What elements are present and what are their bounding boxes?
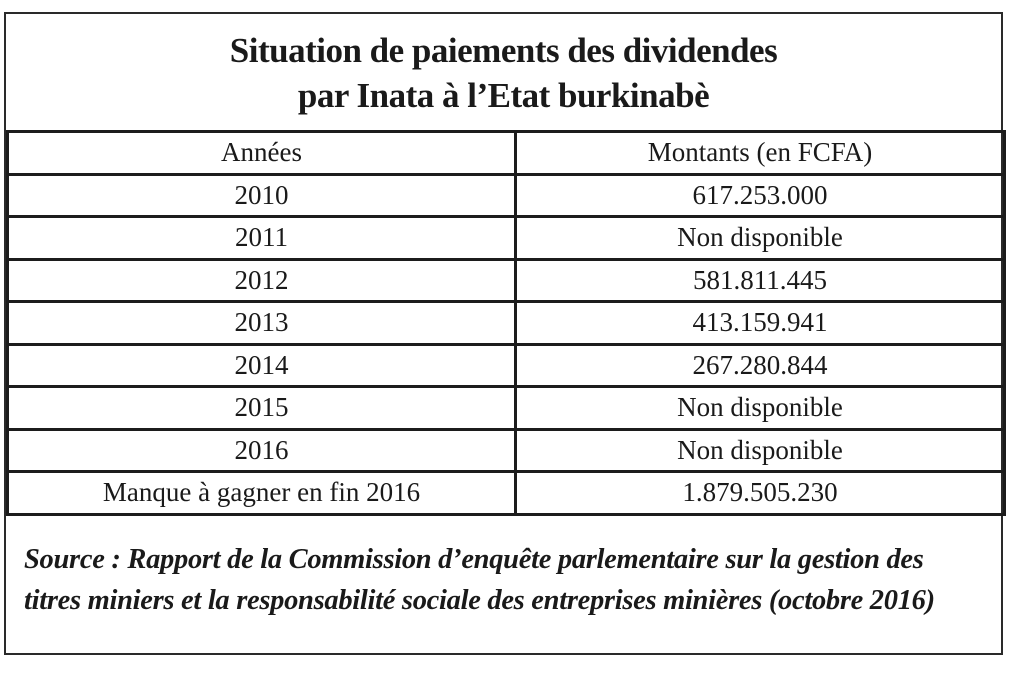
cell-montant: 267.280.844 — [514, 342, 1006, 388]
table-header-row: Années Montants (en FCFA) — [6, 130, 1006, 176]
cell-annee: 2015 — [6, 385, 517, 431]
source-note: Source : Rapport de la Commission d’enqu… — [24, 543, 935, 616]
cell-montant: Non disponible — [514, 427, 1006, 473]
cell-montant: 617.253.000 — [514, 172, 1006, 218]
table-row: 2012 581.811.445 — [6, 257, 1006, 303]
cell-annee: 2014 — [6, 342, 517, 388]
cell-annee: 2010 — [6, 172, 517, 218]
cell-annee: 2013 — [6, 300, 517, 346]
title-line-2: par Inata à l’Etat burkinabè — [297, 76, 710, 115]
cell-annee: 2016 — [6, 427, 517, 473]
cell-annee: 2012 — [6, 257, 517, 303]
table-row: 2014 267.280.844 — [6, 342, 1006, 388]
dividends-table: Années Montants (en FCFA) 2010 617.253.0… — [6, 130, 1006, 516]
cell-montant: Non disponible — [514, 385, 1006, 431]
header-montants: Montants (en FCFA) — [514, 130, 1006, 176]
table-row: 2015 Non disponible — [6, 385, 1006, 431]
cell-montant: 581.811.445 — [514, 257, 1006, 303]
cell-montant-total: 1.879.505.230 — [514, 470, 1006, 516]
document-title: Situation de paiements des dividendes pa… — [6, 28, 1001, 118]
cell-annee: 2011 — [6, 215, 517, 261]
table-row: 2011 Non disponible — [6, 215, 1006, 261]
document-frame: Situation de paiements des dividendes pa… — [4, 12, 1006, 655]
cell-montant: Non disponible — [514, 215, 1006, 261]
table-row: 2016 Non disponible — [6, 427, 1006, 473]
cell-montant: 413.159.941 — [514, 300, 1006, 346]
table-row: 2013 413.159.941 — [6, 300, 1006, 346]
table-row-total: Manque à gagner en fin 2016 1.879.505.23… — [6, 470, 1006, 516]
header-annees: Années — [6, 130, 517, 176]
title-line-1: Situation de paiements des dividendes — [229, 31, 778, 70]
table-row: 2010 617.253.000 — [6, 172, 1006, 218]
cell-annee-total: Manque à gagner en fin 2016 — [6, 470, 517, 516]
